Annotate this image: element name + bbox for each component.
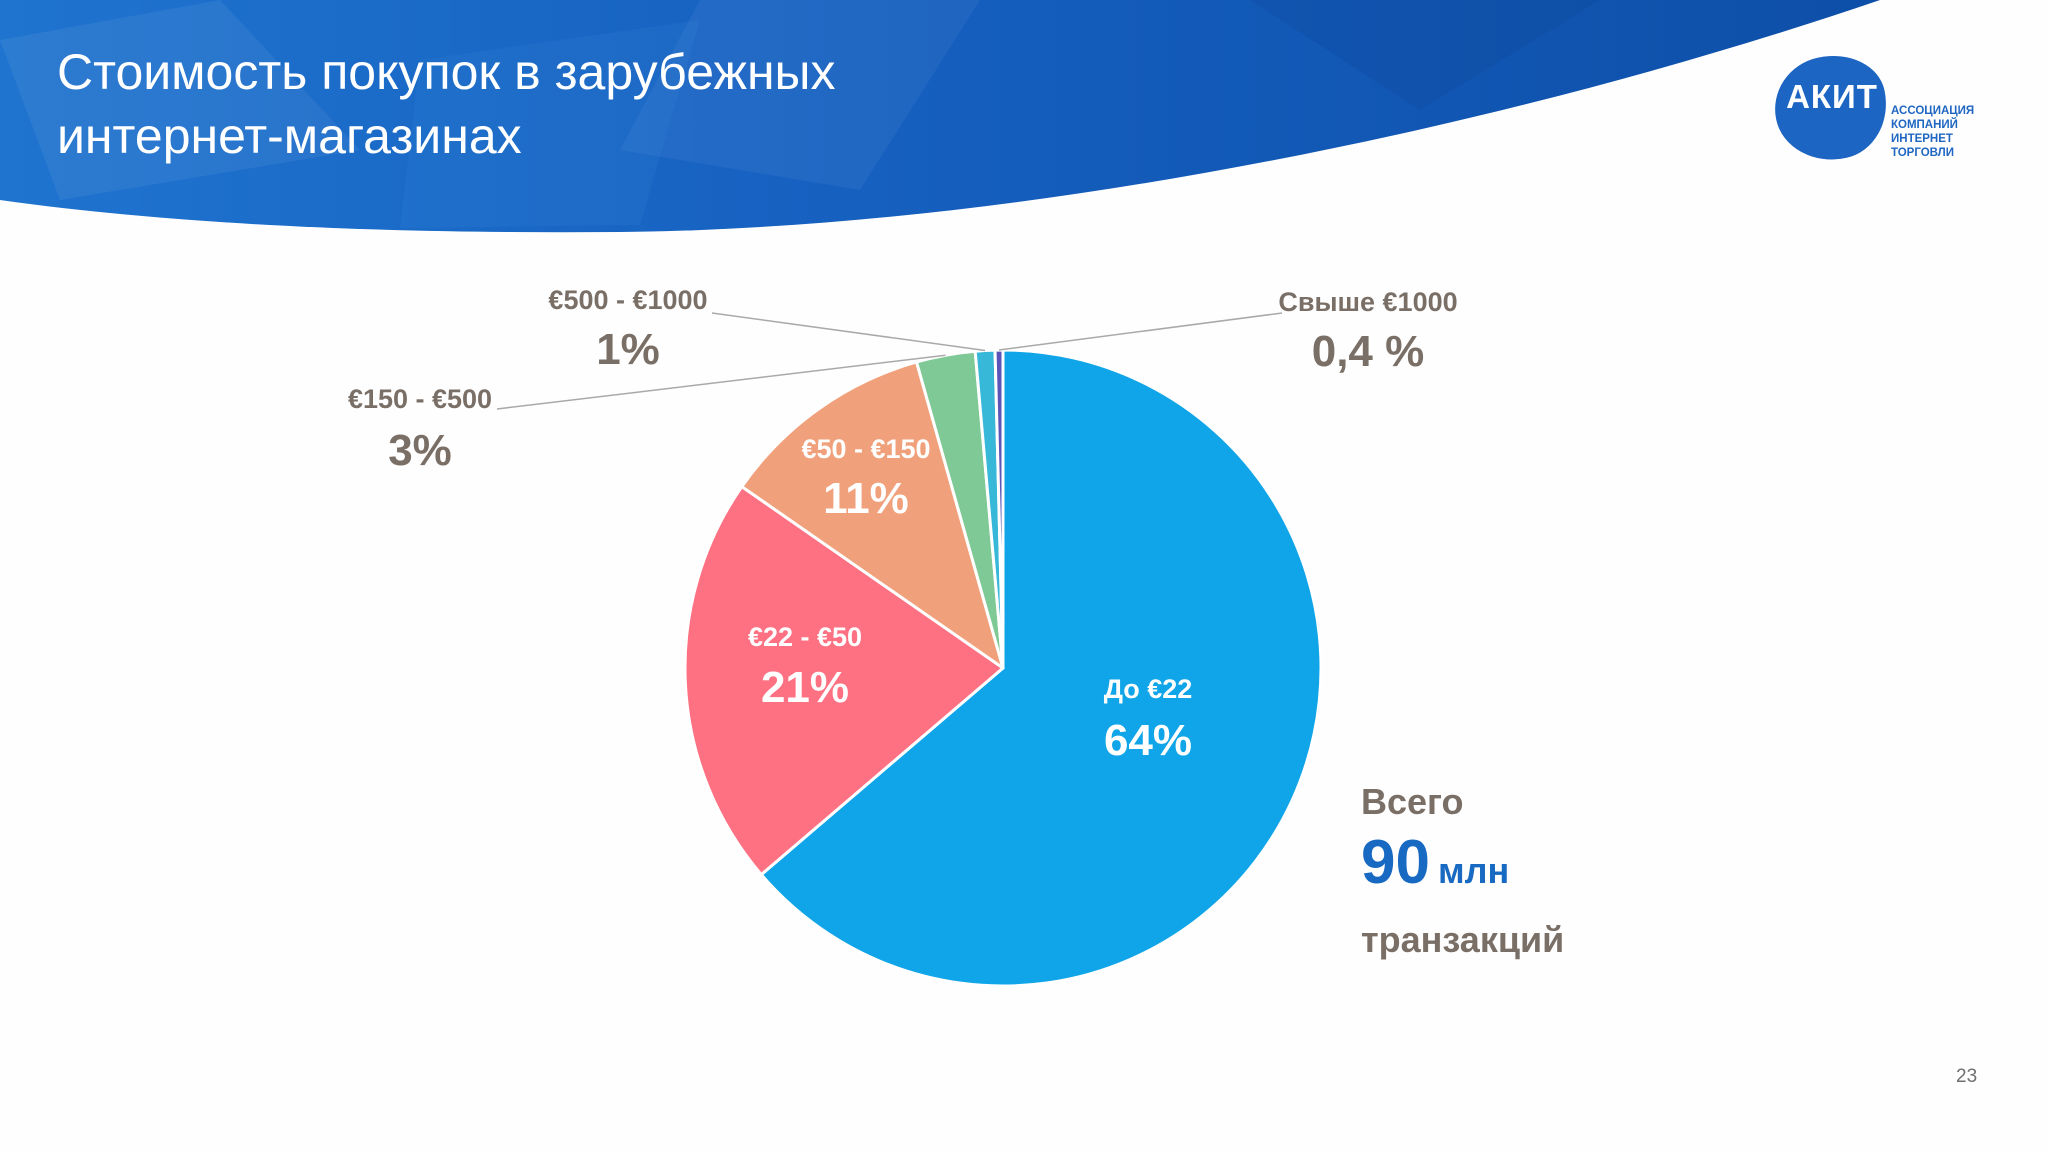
pie-slice-2 (683, 485, 1005, 877)
akit-logo: АКИТ АССОЦИАЦИЯ КОМПАНИЙ ИНТЕРНЕТ ТОРГОВ… (1765, 45, 1985, 171)
total-line: 90 млн (1361, 828, 1564, 914)
logo-line-4: ТОРГОВЛИ (1891, 147, 1955, 159)
slice-range-label-5: €500 - €1000 (548, 285, 707, 315)
total-suffix: транзакций (1361, 919, 1565, 960)
total-label: Всего (1361, 781, 1464, 822)
slice-range-label-4: €150 - €500 (348, 384, 492, 414)
leader-line-6 (998, 312, 1283, 351)
header-band (0, 0, 1880, 233)
leader-line-4 (496, 354, 946, 410)
slice-percent-label-5: 1% (596, 325, 660, 374)
slice-percent-label-3: 11% (823, 474, 909, 523)
slice-percent-label-1: 64% (1104, 716, 1192, 765)
leader-line-5 (711, 312, 986, 352)
page-title-line-2: интернет-магазинах (57, 108, 522, 164)
total-unit: млн (1437, 850, 1510, 891)
logo-line-2: КОМПАНИЙ (1891, 119, 1958, 131)
slice-range-label-6: Свыше €1000 (1278, 287, 1457, 317)
pie-slice-1 (759, 348, 1323, 988)
logo-abbreviation: АКИТ (1786, 78, 1878, 115)
slice-percent-label-2: 21% (761, 663, 849, 712)
logo-line-3: ИНТЕРНЕТ (1891, 133, 1953, 145)
slice-range-label-2: €22 - €50 (748, 622, 862, 652)
page-title-line-1: Стоимость покупок в зарубежных (57, 44, 836, 100)
slice-range-label-3: €50 - €150 (801, 434, 930, 464)
slice-range-label-1: До €22 (1104, 674, 1193, 704)
pie-slices (683, 348, 1323, 988)
page-title: Стоимость покупок в зарубежных интернет-… (57, 40, 836, 168)
slice-labels: До €22 64% €22 - €50 21% €50 - €150 11% €150 -… (348, 285, 1458, 765)
slice-percent-label-6: 0,4 % (1312, 327, 1425, 376)
total-value: 90 (1361, 828, 1430, 897)
slice-percent-label-4: 3% (388, 426, 452, 475)
logo-text: АССОЦИАЦИЯ КОМПАНИЙ ИНТЕРНЕТ ТОРГОВЛИ (1891, 104, 1974, 160)
logo-line-1: АССОЦИАЦИЯ (1891, 105, 1975, 117)
slide-number: 23 (1956, 1066, 1978, 1087)
total-summary: Всего 90 млн транзакций (1361, 776, 1564, 966)
leader-lines (496, 312, 1283, 410)
